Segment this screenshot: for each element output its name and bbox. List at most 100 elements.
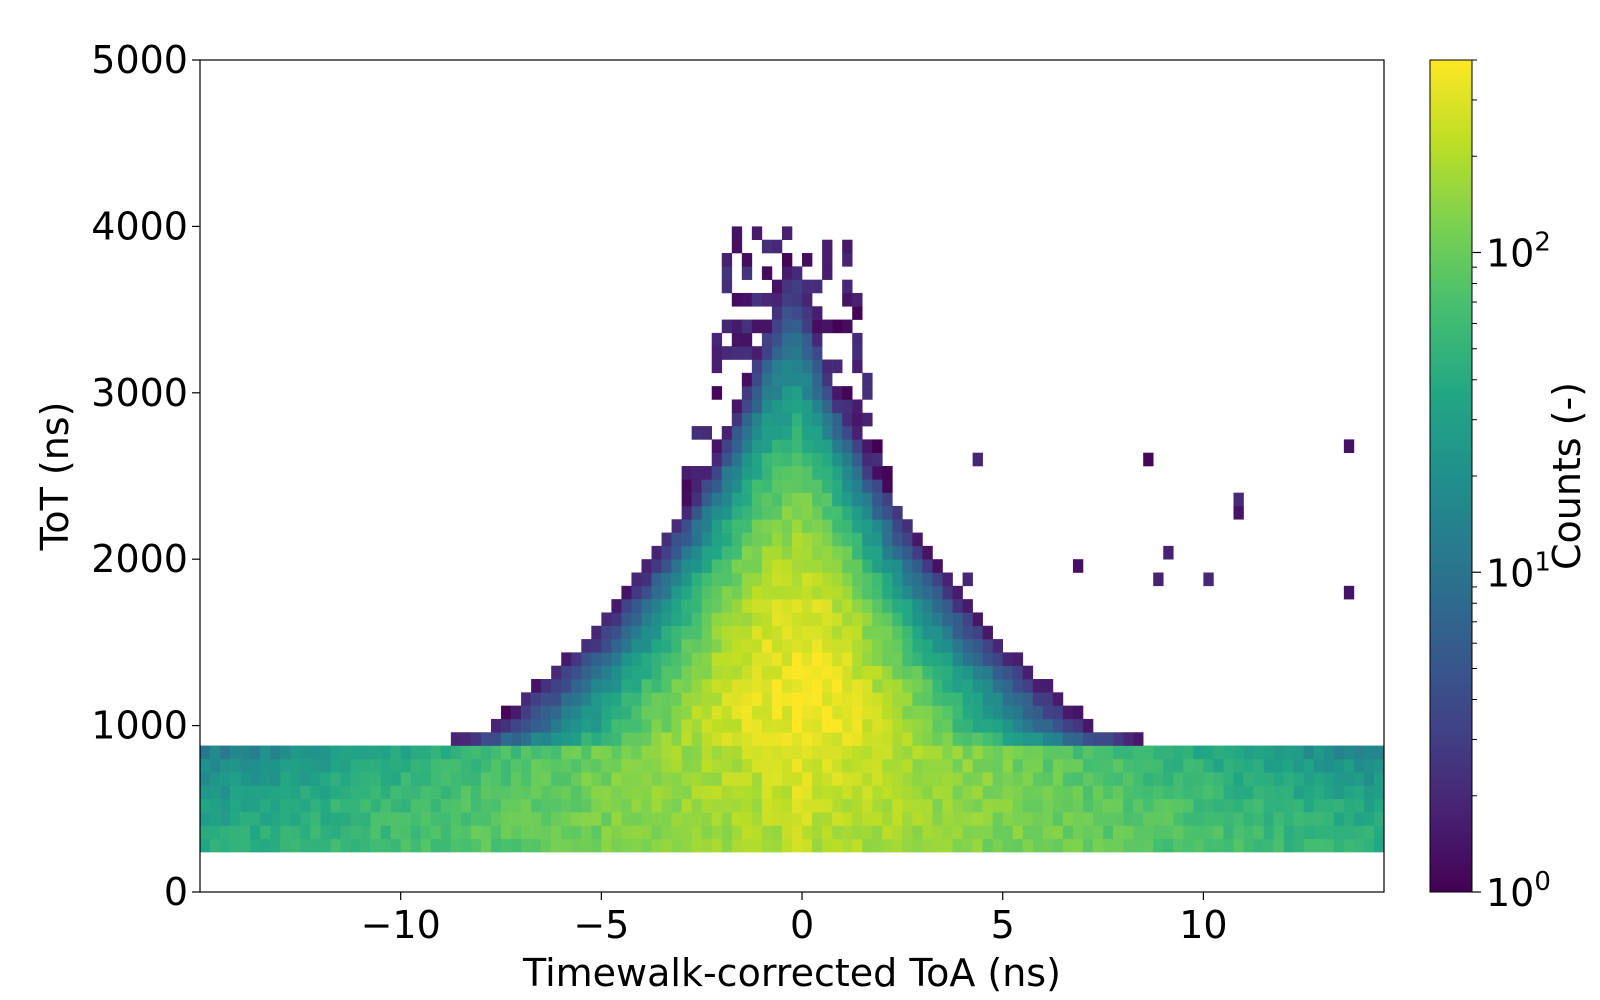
heatmap-cell <box>1373 758 1385 773</box>
heatmap-cell <box>310 745 321 760</box>
heatmap-cell <box>741 479 753 493</box>
heatmap-cell <box>711 679 723 693</box>
heatmap-cell <box>561 772 572 786</box>
heatmap-cell <box>1233 758 1244 773</box>
heatmap-cell <box>681 745 692 760</box>
heatmap-cell <box>962 812 973 826</box>
heatmap-cell <box>771 572 783 587</box>
heatmap-cell <box>822 679 833 693</box>
heatmap-cell <box>741 426 753 440</box>
heatmap-cell <box>1353 812 1365 826</box>
heatmap-cell <box>812 785 823 800</box>
heatmap-cell <box>852 439 863 453</box>
heatmap-cell <box>1223 838 1234 853</box>
heatmap-cell <box>802 812 813 826</box>
heatmap-cell <box>942 745 953 760</box>
heatmap-cell <box>932 812 943 826</box>
heatmap-cell <box>822 266 833 280</box>
heatmap-cell <box>521 732 532 746</box>
heatmap-cell <box>802 772 813 786</box>
heatmap-cell <box>781 705 793 720</box>
heatmap-cell <box>601 718 612 733</box>
heatmap-cell <box>751 679 763 693</box>
heatmap-cell <box>842 692 853 706</box>
heatmap-cell <box>320 838 331 853</box>
heatmap-cell <box>641 625 652 640</box>
heatmap-cell <box>741 519 753 533</box>
heatmap-cell <box>691 798 702 813</box>
heatmap-cell <box>651 639 662 653</box>
heatmap-cell <box>420 838 432 853</box>
heatmap-cell <box>1113 812 1124 826</box>
heatmap-cell <box>200 825 211 840</box>
heatmap-cell <box>250 825 261 840</box>
heatmap-cell <box>1203 798 1214 813</box>
heatmap-cell <box>731 426 743 440</box>
heatmap-cell <box>711 439 723 453</box>
heatmap-cell <box>952 758 963 773</box>
heatmap-cell <box>1002 718 1014 733</box>
heatmap-cell <box>1303 812 1315 826</box>
heatmap-cell <box>1373 785 1385 800</box>
heatmap-cell <box>701 625 713 640</box>
heatmap-cell <box>1012 745 1024 760</box>
heatmap-cell <box>1123 732 1134 746</box>
heatmap-cell <box>771 758 783 773</box>
heatmap-cell <box>1093 732 1104 746</box>
heatmap-cell <box>270 785 281 800</box>
heatmap-cell <box>832 772 843 786</box>
heatmap-cell <box>1313 745 1325 760</box>
heatmap-cell <box>812 639 823 653</box>
heatmap-cell <box>691 492 702 507</box>
heatmap-cell <box>1022 705 1034 720</box>
heatmap-cell <box>812 279 823 294</box>
heatmap-cell <box>1263 785 1274 800</box>
heatmap-cell <box>661 599 672 613</box>
heatmap-cell <box>631 825 642 840</box>
heatmap-cell <box>350 758 361 773</box>
heatmap-cell <box>882 652 893 666</box>
heatmap-cell <box>240 785 251 800</box>
heatmap-cell <box>872 545 883 560</box>
heatmap-cell <box>380 812 391 826</box>
heatmap-cell <box>832 492 843 507</box>
heatmap-cell <box>531 692 542 706</box>
heatmap-cell <box>892 692 903 706</box>
heatmap-cell <box>1042 705 1054 720</box>
heatmap-cell <box>350 785 361 800</box>
heatmap-cell <box>641 572 652 587</box>
heatmap-cell <box>691 559 702 573</box>
heatmap-cell <box>731 479 743 493</box>
heatmap-cell <box>741 559 753 573</box>
heatmap-cell <box>671 705 682 720</box>
heatmap-cell <box>450 758 462 773</box>
heatmap-cell <box>771 705 783 720</box>
heatmap-cell <box>1193 758 1204 773</box>
heatmap-cell <box>1293 785 1305 800</box>
heatmap-cell <box>932 652 943 666</box>
heatmap-cell <box>1233 745 1244 760</box>
heatmap-cell <box>1343 745 1355 760</box>
heatmap-cell <box>751 838 763 853</box>
heatmap-cell <box>240 825 251 840</box>
heatmap-cell <box>792 439 803 453</box>
heatmap-cell <box>1002 745 1014 760</box>
heatmap-cell <box>771 479 783 493</box>
heatmap-cell <box>982 705 993 720</box>
heatmap-cell <box>711 386 723 400</box>
heatmap-cell <box>460 825 472 840</box>
heatmap-cell <box>651 625 662 640</box>
heatmap-cell <box>751 545 763 560</box>
heatmap-cell <box>521 705 532 720</box>
heatmap-cell <box>842 718 853 733</box>
heatmap-cell <box>1022 825 1034 840</box>
heatmap-cell <box>751 745 763 760</box>
heatmap-cell <box>862 439 873 453</box>
heatmap-cell <box>751 612 763 627</box>
heatmap-cell <box>952 679 963 693</box>
heatmap-cell <box>561 679 572 693</box>
heatmap-cell <box>802 572 813 587</box>
heatmap-cell <box>912 612 923 627</box>
heatmap-cell <box>721 665 733 680</box>
